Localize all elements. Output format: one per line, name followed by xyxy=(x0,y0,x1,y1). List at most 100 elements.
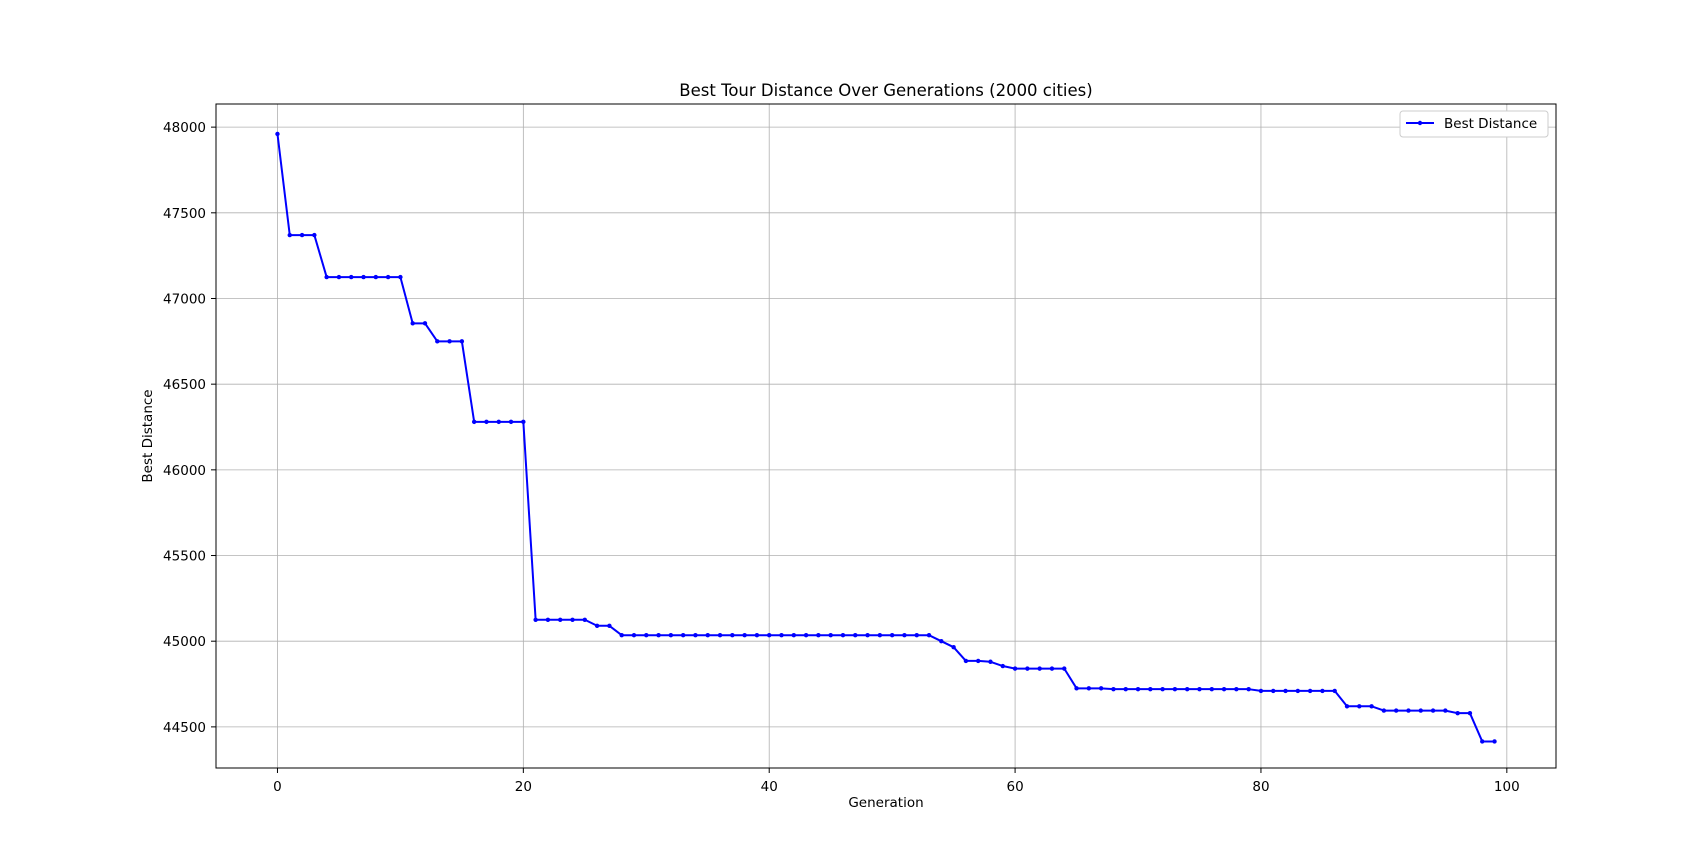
data-point xyxy=(791,633,796,638)
data-point xyxy=(558,617,563,622)
data-point xyxy=(1000,663,1005,669)
x-tick-label: 100 xyxy=(1494,779,1520,795)
data-point xyxy=(1357,704,1362,709)
plot-frame xyxy=(215,103,1557,769)
data-point xyxy=(1148,686,1153,692)
data-point xyxy=(1209,686,1214,692)
data-point xyxy=(1381,708,1387,713)
y-tick-label: 46000 xyxy=(163,463,206,479)
data-point xyxy=(1271,688,1276,694)
data-point xyxy=(1234,686,1239,692)
data-point xyxy=(631,633,637,638)
data-point xyxy=(594,623,600,628)
y-tick-label: 47500 xyxy=(163,206,206,222)
data-point xyxy=(1184,686,1190,692)
data-point xyxy=(1197,686,1202,692)
data-point xyxy=(619,633,624,638)
data-point xyxy=(889,633,895,638)
data-point xyxy=(385,274,391,280)
data-point xyxy=(865,633,870,638)
data-point xyxy=(853,633,858,638)
data-point xyxy=(717,633,723,638)
data-point xyxy=(1283,688,1288,694)
data-point xyxy=(1332,688,1337,694)
series-layer xyxy=(275,131,1497,744)
data-point xyxy=(963,658,969,664)
data-point xyxy=(1393,708,1399,713)
data-point xyxy=(1307,688,1313,694)
y-tick-label: 45000 xyxy=(163,634,206,650)
data-point xyxy=(299,232,305,238)
data-point xyxy=(767,633,772,638)
x-tick-label: 60 xyxy=(1006,779,1023,795)
data-point xyxy=(545,617,551,622)
data-point xyxy=(1135,686,1141,692)
data-point xyxy=(373,274,379,280)
data-point xyxy=(1455,710,1460,716)
legend-marker-swatch xyxy=(1417,120,1423,126)
data-point xyxy=(914,633,919,638)
data-point xyxy=(1344,704,1350,709)
data-point xyxy=(459,339,465,344)
data-point xyxy=(803,633,809,638)
data-point xyxy=(1467,710,1473,716)
legend-box xyxy=(1399,110,1549,138)
data-point xyxy=(668,633,674,638)
data-point xyxy=(976,658,981,664)
data-point xyxy=(840,633,846,638)
data-point xyxy=(1160,686,1165,692)
data-point xyxy=(902,633,907,638)
data-point xyxy=(705,633,710,638)
data-point xyxy=(816,633,821,638)
y-tick-label: 48000 xyxy=(163,120,206,136)
series-line xyxy=(276,133,1495,743)
data-point xyxy=(1320,688,1325,694)
data-point xyxy=(410,321,415,326)
x-tick-label: 20 xyxy=(515,779,532,795)
data-point xyxy=(275,131,280,137)
data-point xyxy=(693,633,698,638)
data-point xyxy=(484,419,489,425)
data-point xyxy=(1443,708,1448,713)
data-point xyxy=(1480,739,1485,744)
data-point xyxy=(398,274,403,280)
data-point xyxy=(1123,686,1128,692)
data-point xyxy=(1369,704,1374,709)
legend: Best Distance xyxy=(1399,110,1549,138)
data-point xyxy=(644,633,649,638)
grid xyxy=(216,104,1556,768)
data-point xyxy=(1258,688,1264,694)
data-point xyxy=(312,232,317,238)
data-point xyxy=(471,419,477,425)
data-point xyxy=(779,633,784,638)
data-point xyxy=(1025,666,1030,671)
data-point xyxy=(1172,686,1178,692)
data-point xyxy=(1295,688,1301,694)
y-axis-label: Best Distance xyxy=(140,389,156,482)
data-point xyxy=(607,623,612,628)
data-point xyxy=(926,633,932,638)
y-tick-label: 46500 xyxy=(163,377,206,393)
data-point xyxy=(1012,666,1018,671)
data-point xyxy=(1049,666,1055,671)
data-point xyxy=(1221,686,1227,692)
data-point xyxy=(1430,708,1436,713)
legend-label: Best Distance xyxy=(1444,116,1537,132)
y-tick-label: 45500 xyxy=(163,549,206,565)
data-point xyxy=(656,633,661,638)
data-point xyxy=(582,617,588,622)
data-point xyxy=(730,633,735,638)
data-point xyxy=(1111,686,1116,692)
data-point xyxy=(988,659,993,664)
data-point xyxy=(349,274,354,280)
chart-title: Best Tour Distance Over Generations (200… xyxy=(679,81,1092,100)
data-point xyxy=(435,339,440,344)
data-point xyxy=(828,633,833,638)
data-point xyxy=(1406,708,1411,713)
data-point xyxy=(680,633,686,638)
data-point xyxy=(754,633,760,638)
y-axis-ticks: 44500 45000 45500 46000 46500 47000 47500 48000 xyxy=(163,120,216,736)
data-point xyxy=(1062,666,1067,671)
data-point xyxy=(742,633,747,638)
